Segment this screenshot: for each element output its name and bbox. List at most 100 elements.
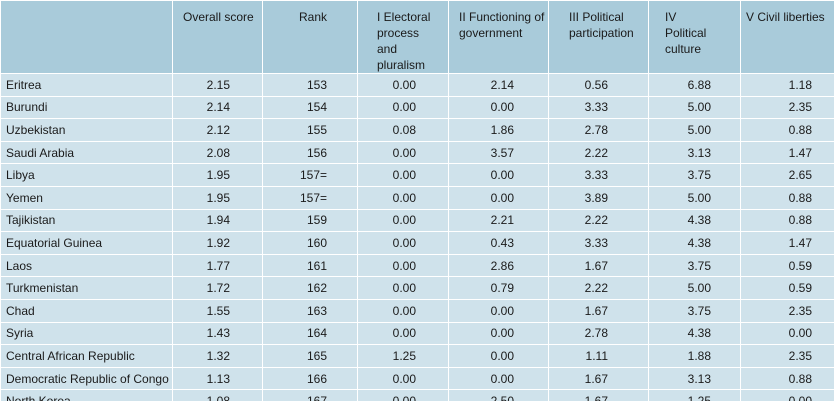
value-cell: 0.00 [448, 344, 549, 368]
value-cell: 3.75 [648, 253, 741, 278]
value-cell: 161 [262, 253, 358, 278]
value-cell: 157= [262, 163, 358, 187]
value-cell: 3.33 [548, 163, 649, 187]
value-cell: 1.77 [172, 253, 263, 278]
value-cell: 0.08 [357, 118, 449, 142]
country-cell: Turkmenistan [0, 276, 173, 300]
table-row: North Korea1.081670.002.501.671.250.00 [0, 389, 834, 401]
value-cell: 1.13 [172, 366, 263, 391]
country-cell: Yemen [0, 185, 173, 210]
country-cell: Laos [0, 253, 173, 278]
value-cell: 2.35 [740, 95, 834, 120]
value-cell: 2.65 [740, 163, 834, 187]
value-cell: 5.00 [648, 118, 741, 142]
value-cell: 0.59 [740, 253, 834, 278]
value-cell: 1.43 [172, 321, 263, 346]
column-header: V Civil liberties [740, 0, 834, 74]
value-cell: 157= [262, 185, 358, 210]
value-cell: 0.00 [357, 185, 449, 210]
value-cell: 3.13 [648, 366, 741, 391]
value-cell: 2.14 [448, 73, 549, 97]
corner-cell [0, 0, 173, 74]
value-cell: 1.55 [172, 298, 263, 323]
value-cell: 1.95 [172, 185, 263, 210]
value-cell: 0.00 [357, 163, 449, 187]
value-cell: 160 [262, 231, 358, 255]
value-cell: 0.88 [740, 366, 834, 391]
table-row: Central African Republic 1.32 165 1.25 0.00 1… [0, 344, 834, 368]
column-header: IV Political culture [648, 0, 741, 74]
table-row: Democratic Republic of Congo 1.13 166 0.00 0… [0, 366, 834, 391]
value-cell: 2.12 [172, 118, 263, 142]
column-header: Overall score [172, 0, 263, 74]
country-cell: Chad [0, 298, 173, 323]
table-row: Tajikistan 1.94 159 0.00 2.21 2.22 4.38 0.88 [0, 208, 834, 233]
table-row: Eritrea 2.15 153 0.00 2.14 0.56 6.88 1.18 [0, 73, 834, 97]
value-cell: 0.00 [357, 366, 449, 391]
value-cell: 2.14 [172, 95, 263, 120]
value-cell: 0.00 [357, 95, 449, 120]
column-header: Rank [262, 0, 358, 74]
country-cell: Burundi [0, 95, 173, 120]
value-cell: 0.00 [448, 185, 549, 210]
value-cell: 2.22 [548, 276, 649, 300]
value-cell: 0.88 [740, 118, 834, 142]
country-cell: Equatorial Guinea [0, 231, 173, 255]
value-cell: 164 [262, 321, 358, 346]
value-cell: 0.43 [448, 231, 549, 255]
value-cell: 0.00 [357, 321, 449, 346]
value-cell: 0.00 [740, 389, 834, 401]
value-cell: 3.57 [448, 140, 549, 165]
value-cell: 1.47 [740, 140, 834, 165]
value-cell: 2.22 [548, 208, 649, 233]
value-cell: 2.15 [172, 73, 263, 97]
value-cell: 1.25 [357, 344, 449, 368]
value-cell: 2.78 [548, 118, 649, 142]
value-cell: 1.67 [548, 389, 649, 401]
country-cell: Libya [0, 163, 173, 187]
column-header: I Electoral process and pluralism [357, 0, 449, 74]
value-cell: 162 [262, 276, 358, 300]
value-cell: 0.56 [548, 73, 649, 97]
value-cell: 153 [262, 73, 358, 97]
column-header: III Political participation [548, 0, 649, 74]
value-cell: 0.59 [740, 276, 834, 300]
value-cell: 2.22 [548, 140, 649, 165]
column-header: II Functioning of government [448, 0, 549, 74]
value-cell: 1.67 [548, 298, 649, 323]
value-cell: 3.75 [648, 163, 741, 187]
value-cell: 159 [262, 208, 358, 233]
value-cell: 154 [262, 95, 358, 120]
country-cell: Central African Republic [0, 344, 173, 368]
value-cell: 3.75 [648, 298, 741, 323]
value-cell: 0.00 [357, 208, 449, 233]
value-cell: 6.88 [648, 73, 741, 97]
value-cell: 1.47 [740, 231, 834, 255]
table-row: Syria 1.43 164 0.00 0.00 2.78 4.38 0.00 [0, 321, 834, 346]
value-cell: 0.79 [448, 276, 549, 300]
country-cell: Saudi Arabia [0, 140, 173, 165]
value-cell: 0.00 [740, 321, 834, 346]
value-cell: 0.00 [448, 298, 549, 323]
table-row: Chad 1.55 163 0.00 0.00 1.67 3.75 2.35 [0, 298, 834, 323]
country-cell: North Korea [0, 389, 173, 401]
table-row: Libya 1.95 157= 0.00 0.00 3.33 3.75 2.65 [0, 163, 834, 187]
value-cell: 3.33 [548, 231, 649, 255]
value-cell: 1.72 [172, 276, 263, 300]
value-cell: 0.00 [357, 140, 449, 165]
value-cell: 2.21 [448, 208, 549, 233]
value-cell: 3.33 [548, 95, 649, 120]
value-cell: 3.13 [648, 140, 741, 165]
value-cell: 2.08 [172, 140, 263, 165]
value-cell: 163 [262, 298, 358, 323]
value-cell: 1.25 [648, 389, 741, 401]
value-cell: 2.86 [448, 253, 549, 278]
value-cell: 0.00 [357, 389, 449, 401]
value-cell: 5.00 [648, 185, 741, 210]
value-cell: 156 [262, 140, 358, 165]
value-cell: 1.95 [172, 163, 263, 187]
table-row: Yemen 1.95 157= 0.00 0.00 3.89 5.00 0.88 [0, 185, 834, 210]
country-cell: Eritrea [0, 73, 173, 97]
value-cell: 0.88 [740, 208, 834, 233]
